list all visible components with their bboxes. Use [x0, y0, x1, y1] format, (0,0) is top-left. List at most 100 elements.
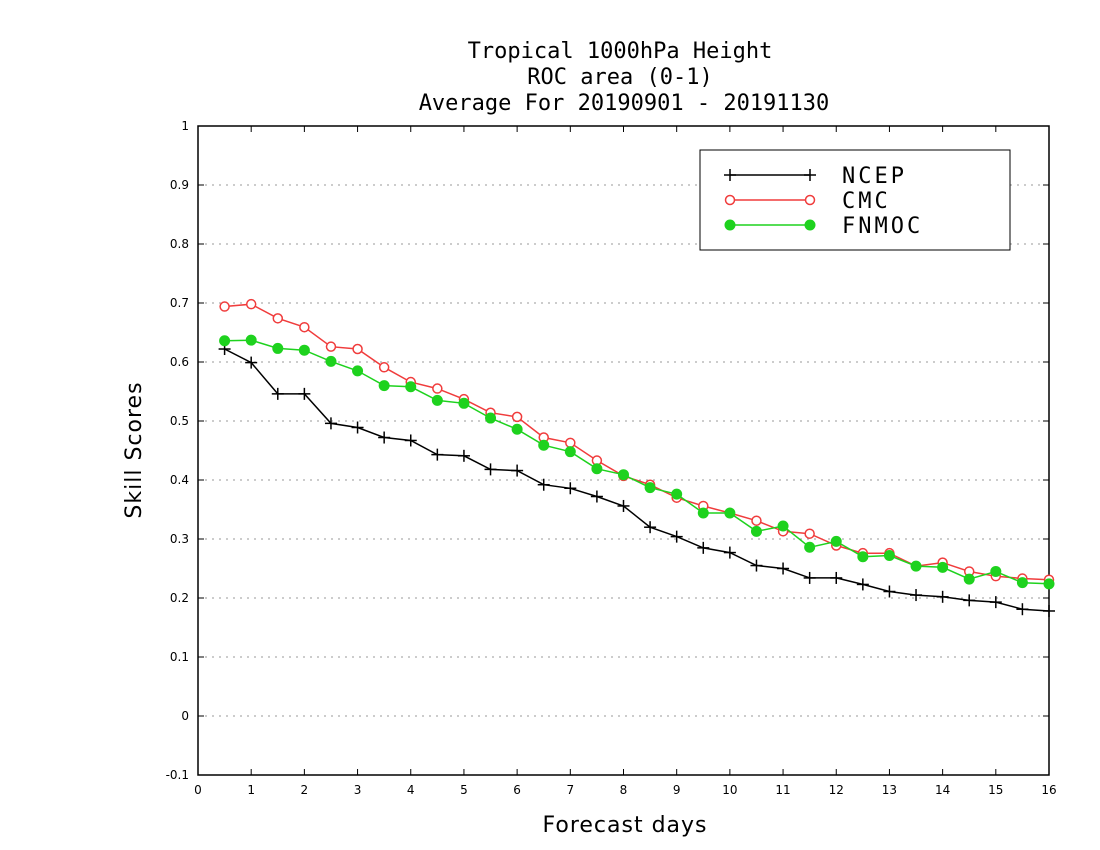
- chart-title-line-1: Tropical 1000hPa Height: [468, 39, 773, 64]
- point-ncep-23: [830, 571, 843, 584]
- axes: -0.100.10.20.30.40.50.60.70.80.910 1 2 3 4 5 6…: [166, 119, 1057, 797]
- x-tick-label-15: 15: [988, 783, 1003, 797]
- series-layer: [218, 298, 1055, 617]
- legend-item-fnmoc: FNMOC: [724, 214, 923, 239]
- legend-marker-end-cmc: [804, 194, 816, 206]
- y-tick-label-8: 0.7: [170, 296, 189, 310]
- point-ncep-11: [511, 464, 524, 477]
- point-ncep-12: [537, 478, 550, 491]
- x-tick-label-1: 1: [247, 783, 255, 797]
- chart-title-line-3: Average For 20190901 - 20191130: [419, 91, 830, 116]
- point-fnmoc-15: [618, 469, 629, 481]
- point-ncep-20: [750, 559, 763, 572]
- point-cmc-8: [432, 383, 443, 394]
- y-tick-label-4: 0.3: [170, 532, 189, 546]
- legend-item-cmc: CMC: [724, 189, 888, 214]
- point-fnmoc-17: [671, 488, 683, 500]
- point-ncep-7: [404, 434, 417, 447]
- legend-marker-start-fnmoc: [724, 219, 736, 231]
- point-fnmoc-16: [644, 482, 656, 494]
- point-ncep-13: [564, 482, 577, 495]
- series-cmc: [219, 298, 1055, 585]
- point-fnmoc-28: [963, 573, 975, 585]
- x-tick-label-6: 6: [513, 783, 521, 797]
- point-ncep-30: [1016, 603, 1029, 616]
- point-fnmoc-26: [910, 560, 922, 572]
- point-fnmoc-19: [724, 507, 736, 519]
- point-fnmoc-4: [325, 355, 337, 367]
- point-fnmoc-22: [804, 541, 816, 553]
- point-fnmoc-31: [1043, 578, 1055, 590]
- point-fnmoc-18: [697, 507, 709, 519]
- y-tick-label-6: 0.5: [170, 414, 189, 428]
- x-tick-label-10: 10: [722, 783, 737, 797]
- point-fnmoc-6: [378, 380, 390, 392]
- point-ncep-3: [298, 387, 311, 400]
- y-tick-label-10: 0.9: [170, 178, 189, 192]
- point-ncep-9: [457, 449, 470, 462]
- point-fnmoc-30: [1016, 577, 1028, 589]
- point-fnmoc-5: [352, 365, 364, 377]
- point-fnmoc-11: [511, 423, 523, 435]
- point-fnmoc-27: [937, 561, 949, 573]
- legend-marker-end-ncep: [804, 169, 816, 181]
- point-fnmoc-3: [298, 344, 310, 356]
- x-tick-label-9: 9: [673, 783, 681, 797]
- point-ncep-10: [484, 463, 497, 476]
- x-tick-label-14: 14: [935, 783, 950, 797]
- point-cmc-20: [751, 515, 762, 526]
- point-cmc-4: [325, 341, 337, 352]
- plot-frame: [197, 125, 1050, 776]
- point-ncep-21: [777, 562, 790, 575]
- y-tick-label-2: 0.1: [170, 650, 189, 664]
- y-tick-label-9: 0.8: [170, 237, 189, 251]
- x-axis-label: Forecast days: [542, 813, 707, 838]
- point-fnmoc-21: [777, 520, 789, 532]
- point-fnmoc-9: [458, 397, 470, 409]
- point-cmc-0: [219, 301, 230, 312]
- point-fnmoc-10: [485, 412, 497, 424]
- point-ncep-19: [723, 546, 736, 559]
- point-fnmoc-2: [272, 342, 284, 354]
- point-ncep-26: [910, 589, 923, 602]
- x-tick-label-11: 11: [775, 783, 790, 797]
- x-tick-label-13: 13: [882, 783, 897, 797]
- series-ncep: [218, 343, 1055, 617]
- point-fnmoc-25: [883, 550, 895, 562]
- series-line-cmc: [224, 303, 1050, 581]
- point-fnmoc-23: [830, 535, 842, 547]
- y-tick-label-3: 0.2: [170, 591, 189, 605]
- x-tick-label-4: 4: [407, 783, 415, 797]
- legend-marker-start-ncep: [724, 169, 736, 181]
- legend-marker-start-cmc: [724, 194, 736, 206]
- point-ncep-4: [324, 417, 337, 430]
- point-cmc-3: [299, 321, 310, 333]
- point-cmc-6: [378, 362, 390, 373]
- point-ncep-17: [670, 530, 683, 543]
- y-tick-label-5: 0.4: [170, 473, 189, 487]
- x-tick-label-2: 2: [301, 783, 309, 797]
- point-ncep-22: [803, 571, 816, 584]
- point-fnmoc-14: [591, 463, 603, 475]
- x-tick-label-12: 12: [829, 783, 844, 797]
- y-axis-label: Skill Scores: [122, 381, 147, 518]
- legend-label-ncep: NCEP: [842, 164, 907, 189]
- point-ncep-27: [936, 590, 949, 603]
- point-ncep-24: [856, 578, 869, 591]
- point-fnmoc-13: [564, 446, 576, 458]
- point-cmc-5: [352, 343, 363, 355]
- point-fnmoc-8: [431, 394, 443, 406]
- legend-label-fnmoc: FNMOC: [842, 214, 923, 239]
- series-fnmoc: [219, 334, 1055, 590]
- y-tick-label-1: 0: [181, 709, 189, 723]
- point-ncep-6: [378, 431, 391, 444]
- x-tick-label-3: 3: [354, 783, 362, 797]
- x-tick-label-16: 16: [1041, 783, 1056, 797]
- grid-lines: [198, 184, 1049, 717]
- point-ncep-16: [644, 521, 657, 534]
- point-ncep-8: [431, 448, 444, 461]
- point-ncep-18: [697, 541, 710, 554]
- point-fnmoc-29: [990, 565, 1002, 577]
